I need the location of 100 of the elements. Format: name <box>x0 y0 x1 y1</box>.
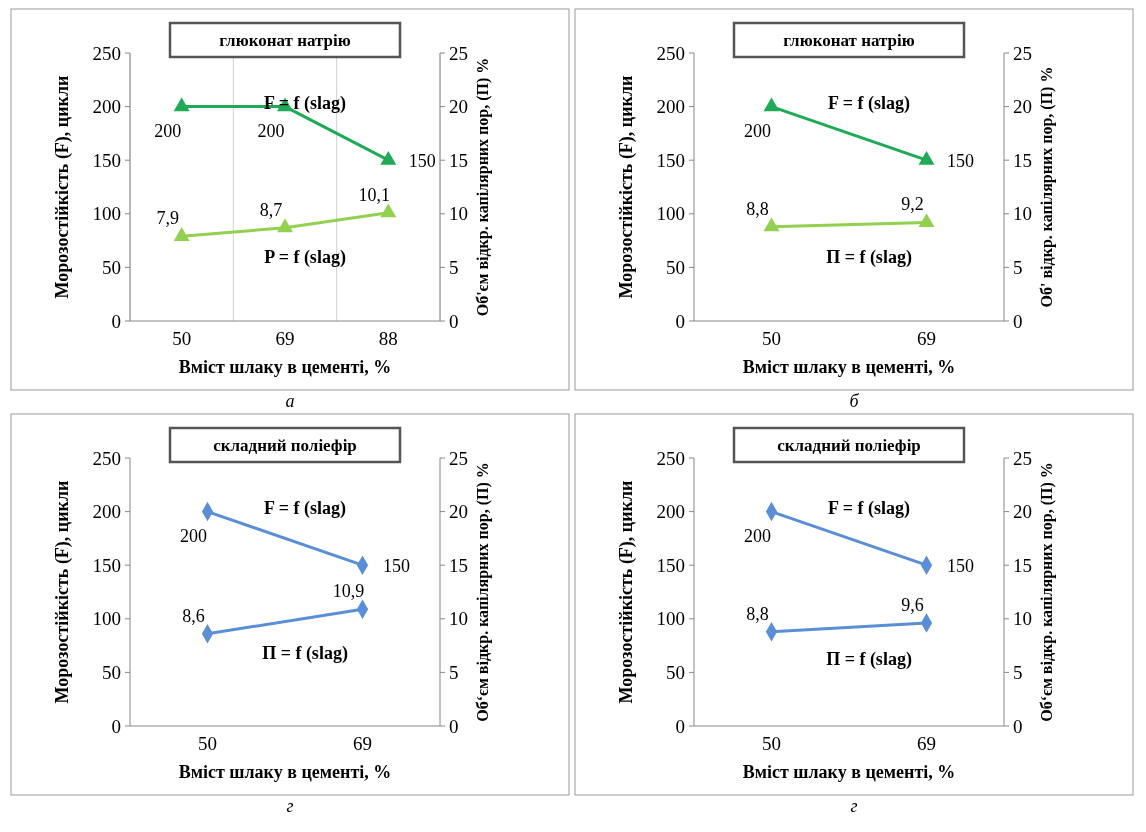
x-axis-title: Вміст шлаку в цементі, % <box>178 762 392 782</box>
y2-tick-label: 10 <box>449 203 468 225</box>
x-tick-label: 69 <box>275 328 295 349</box>
title-box: складний поліефір <box>168 426 402 464</box>
point <box>277 218 293 233</box>
y-tick-label: 50 <box>102 662 121 684</box>
series-label: F = f (slag) <box>263 498 347 520</box>
y-tick-label: 0 <box>111 310 121 332</box>
x-axis-title: Вміст шлаку в цементі, % <box>742 762 956 782</box>
data-label: 10,9 <box>332 581 365 602</box>
y2-axis-title: Об' відкр. капілярних пор, (П) % <box>1038 66 1056 308</box>
y2-tick-label: 0 <box>1013 715 1023 737</box>
data-label: 8,8 <box>746 603 769 624</box>
point <box>380 203 397 218</box>
text: г <box>285 796 295 816</box>
y-tick-label: 50 <box>102 257 121 279</box>
y-tick-label: 0 <box>111 715 121 737</box>
data-label: 150 <box>947 556 974 577</box>
series-label: П = f (slag) <box>826 649 912 671</box>
series-label: P = f (slag) <box>264 246 346 268</box>
y-tick-label: 200 <box>92 501 121 523</box>
title-box: глюконат натрію <box>732 21 966 59</box>
text: б <box>848 391 860 411</box>
title-box: глюконат натрію <box>168 21 402 59</box>
data-label: 200 <box>744 120 771 141</box>
y2-tick-label: 5 <box>449 257 459 279</box>
chart-title: складний поліефір <box>213 436 357 455</box>
y2-tick-label: 15 <box>449 554 468 576</box>
y2-tick-label: 20 <box>449 501 468 523</box>
y-tick-label: 100 <box>92 203 121 225</box>
series-label: F = f (slag) <box>827 498 911 520</box>
y2-tick-label: 15 <box>1013 554 1032 576</box>
data-label: 8,8 <box>746 198 769 219</box>
point <box>173 227 190 241</box>
data-label: 200 <box>744 525 771 546</box>
y-tick-label: 0 <box>675 310 685 332</box>
chart-title: глюконат натрію <box>219 31 351 50</box>
y2-tick-label: 20 <box>449 96 468 118</box>
series-label: F = f (slag) <box>827 93 911 115</box>
y-tick-label: 150 <box>656 554 685 576</box>
y2-tick-label: 15 <box>449 149 468 171</box>
text: г <box>849 796 859 816</box>
y-tick-label: 100 <box>656 203 685 225</box>
y2-tick-label: 0 <box>1013 310 1023 332</box>
y-tick-label: 250 <box>656 447 685 469</box>
chart-title: глюконат натрію <box>783 31 915 50</box>
x-tick-label: 69 <box>917 328 936 349</box>
y2-tick-label: 25 <box>1013 42 1032 64</box>
y-axis-title: Морозостійкість (F), цикли <box>52 75 73 299</box>
x-tick-label: 69 <box>917 733 936 754</box>
y-tick-label: 50 <box>666 662 685 684</box>
y2-tick-label: 15 <box>1013 149 1032 171</box>
y2-tick-label: 25 <box>449 447 468 469</box>
data-label: 8,6 <box>182 605 205 626</box>
y-axis-title: Морозостійкість (F), цикли <box>52 480 73 704</box>
y2-tick-label: 25 <box>1013 447 1032 469</box>
data-label: 200 <box>154 120 182 141</box>
y2-tick-label: 20 <box>1013 501 1032 523</box>
y2-tick-label: 0 <box>449 310 459 332</box>
data-label: 7,9 <box>156 208 179 229</box>
x-tick-label: 50 <box>198 733 217 754</box>
data-label: 150 <box>947 151 974 172</box>
y2-tick-label: 10 <box>449 608 468 630</box>
y-axis-title: Морозостійкість (F), цикли <box>616 480 637 704</box>
y-axis-title: Морозостійкість (F), цикли <box>616 75 637 299</box>
y-tick-label: 50 <box>666 257 685 279</box>
y-tick-label: 100 <box>92 608 121 630</box>
y-tick-label: 0 <box>675 715 685 737</box>
data-label: 150 <box>383 556 410 577</box>
y-tick-label: 100 <box>656 608 685 630</box>
data-label: 200 <box>180 525 207 546</box>
y-tick-label: 150 <box>656 149 685 171</box>
y2-tick-label: 5 <box>1013 257 1023 279</box>
data-label: 200 <box>257 120 285 141</box>
data-label: 9,2 <box>901 194 924 215</box>
y2-tick-label: 5 <box>1013 662 1023 684</box>
y-tick-label: 150 <box>92 554 121 576</box>
chart-title: складний поліефір <box>777 436 921 455</box>
y2-tick-label: 10 <box>1013 608 1032 630</box>
y2-axis-title: Об‘єм відкр. капілярних пор, (П) % <box>474 462 492 722</box>
x-tick-label: 69 <box>353 733 372 754</box>
x-tick-label: 50 <box>762 733 781 754</box>
x-tick-label: 50 <box>172 328 192 349</box>
y2-axis-title: Об'єм відкр. капілярних пор, (П) % <box>474 57 492 317</box>
series-label: П = f (slag) <box>262 643 348 665</box>
data-label: 8,7 <box>259 199 283 220</box>
y2-axis-title: Об‘єм відкр. капілярних пор, (П) % <box>1038 462 1056 722</box>
title-box: складний поліефір <box>732 426 966 464</box>
y-tick-label: 200 <box>656 96 685 118</box>
y-tick-label: 250 <box>92 447 121 469</box>
y-tick-label: 150 <box>92 149 121 171</box>
x-tick-label: 50 <box>762 328 781 349</box>
y-tick-label: 250 <box>656 42 685 64</box>
series-label: П = f (slag) <box>826 246 912 268</box>
y2-tick-label: 5 <box>449 662 459 684</box>
x-tick-label: 88 <box>378 328 398 349</box>
y2-tick-label: 25 <box>449 42 468 64</box>
x-axis-title: Вміст шлаку в цементі, % <box>178 357 392 377</box>
y-tick-label: 200 <box>92 96 121 118</box>
y2-tick-label: 20 <box>1013 96 1032 118</box>
